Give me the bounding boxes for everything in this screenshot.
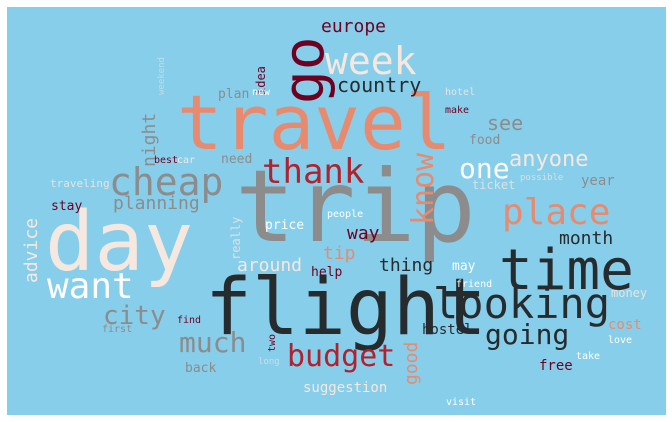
- word-travel: travel: [177, 78, 452, 167]
- word-hotel: hotel: [445, 87, 476, 98]
- word-food: food: [469, 133, 501, 148]
- word-suggestion: suggestion: [303, 380, 388, 396]
- word-find: find: [177, 315, 202, 326]
- word-month: month: [559, 228, 614, 249]
- word-cost: cost: [608, 317, 642, 333]
- word-one: one: [459, 152, 510, 185]
- word-place: place: [502, 192, 611, 233]
- word-thank: thank: [262, 152, 365, 192]
- word-visit: visit: [446, 397, 477, 408]
- word-year: year: [581, 173, 615, 189]
- word-make: make: [445, 105, 470, 116]
- word-take: take: [576, 351, 601, 362]
- word-ticket: ticket: [472, 178, 516, 192]
- word-free: free: [539, 358, 573, 374]
- word-going: going: [485, 318, 570, 351]
- word-time: time: [499, 238, 634, 303]
- word-looking: looking: [433, 279, 611, 328]
- word-anyone: anyone: [509, 147, 589, 172]
- word-budget: budget: [287, 339, 396, 374]
- word-traveling: traveling: [50, 177, 110, 190]
- word-much: much: [179, 326, 247, 359]
- word-want: want: [47, 266, 134, 307]
- word-tip: tip: [323, 243, 356, 264]
- word-hostel: hostel: [422, 322, 473, 338]
- word-thing: thing: [379, 255, 434, 276]
- word-first: first: [102, 324, 133, 335]
- word-possible: possible: [520, 173, 564, 183]
- word-may: may: [452, 259, 476, 274]
- word-week: week: [325, 39, 417, 83]
- word-advice: advice: [21, 217, 42, 283]
- word-plan: plan: [218, 87, 250, 102]
- word-trip: trip: [235, 148, 476, 265]
- word-two: two: [267, 333, 278, 352]
- word-country: country: [337, 73, 422, 97]
- word-best: best: [154, 155, 179, 166]
- word-good: good: [401, 341, 422, 385]
- word-see: see: [487, 111, 524, 135]
- word-day: day: [45, 195, 194, 290]
- word-way: way: [347, 223, 380, 244]
- word-new: new: [252, 87, 271, 98]
- word-people: people: [327, 209, 364, 220]
- word-really: really: [229, 216, 243, 260]
- word-friend: friend: [456, 279, 493, 290]
- word-car: car: [177, 155, 196, 166]
- word-city: city: [103, 301, 166, 331]
- word-around: around: [237, 255, 303, 276]
- word-long: long: [258, 357, 280, 367]
- word-money: money: [611, 286, 648, 300]
- word-europe: europe: [321, 16, 387, 37]
- word-cheap: cheap: [109, 160, 224, 204]
- word-flight: flight: [205, 263, 487, 353]
- word-know: know: [406, 152, 441, 225]
- word-cloud-panel: trip flight day travel time looking place want c…: [7, 7, 666, 415]
- word-weekend: weekend: [157, 57, 167, 95]
- word-help: help: [311, 265, 343, 280]
- word-back: back: [185, 361, 217, 376]
- word-love: love: [608, 335, 633, 346]
- word-planning: planning: [113, 193, 200, 214]
- word-stay: stay: [51, 199, 83, 214]
- word-need: need: [221, 152, 253, 167]
- word-price: price: [265, 218, 305, 233]
